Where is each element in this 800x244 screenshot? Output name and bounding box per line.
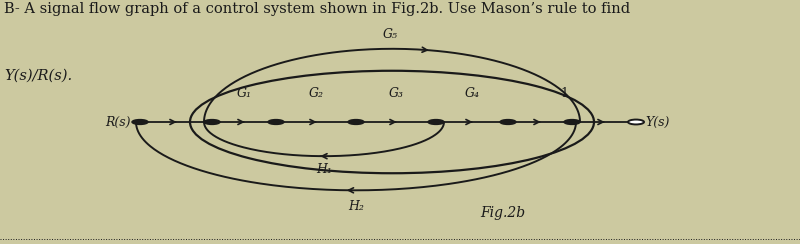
Text: R(s): R(s) [105, 115, 130, 129]
Circle shape [348, 120, 364, 124]
Text: H₂: H₂ [348, 200, 364, 213]
Circle shape [428, 120, 444, 124]
Text: B- A signal flow graph of a control system shown in Fig.2b. Use Mason’s rule to : B- A signal flow graph of a control syst… [4, 2, 630, 16]
Text: Fig.2b: Fig.2b [480, 206, 525, 220]
Text: G₃: G₃ [389, 87, 403, 100]
Text: H₁: H₁ [316, 163, 332, 176]
Text: G₂: G₂ [309, 87, 323, 100]
Circle shape [132, 120, 148, 124]
Circle shape [564, 120, 580, 124]
Circle shape [268, 120, 284, 124]
Text: G₄: G₄ [465, 87, 479, 100]
Circle shape [500, 120, 516, 124]
Circle shape [628, 120, 644, 124]
Text: Y(s): Y(s) [646, 115, 670, 129]
Circle shape [204, 120, 220, 124]
Text: G₅: G₅ [383, 29, 398, 41]
Text: 1: 1 [560, 87, 568, 100]
Text: Y(s)/R(s).: Y(s)/R(s). [4, 68, 72, 82]
Text: G₁: G₁ [237, 87, 251, 100]
